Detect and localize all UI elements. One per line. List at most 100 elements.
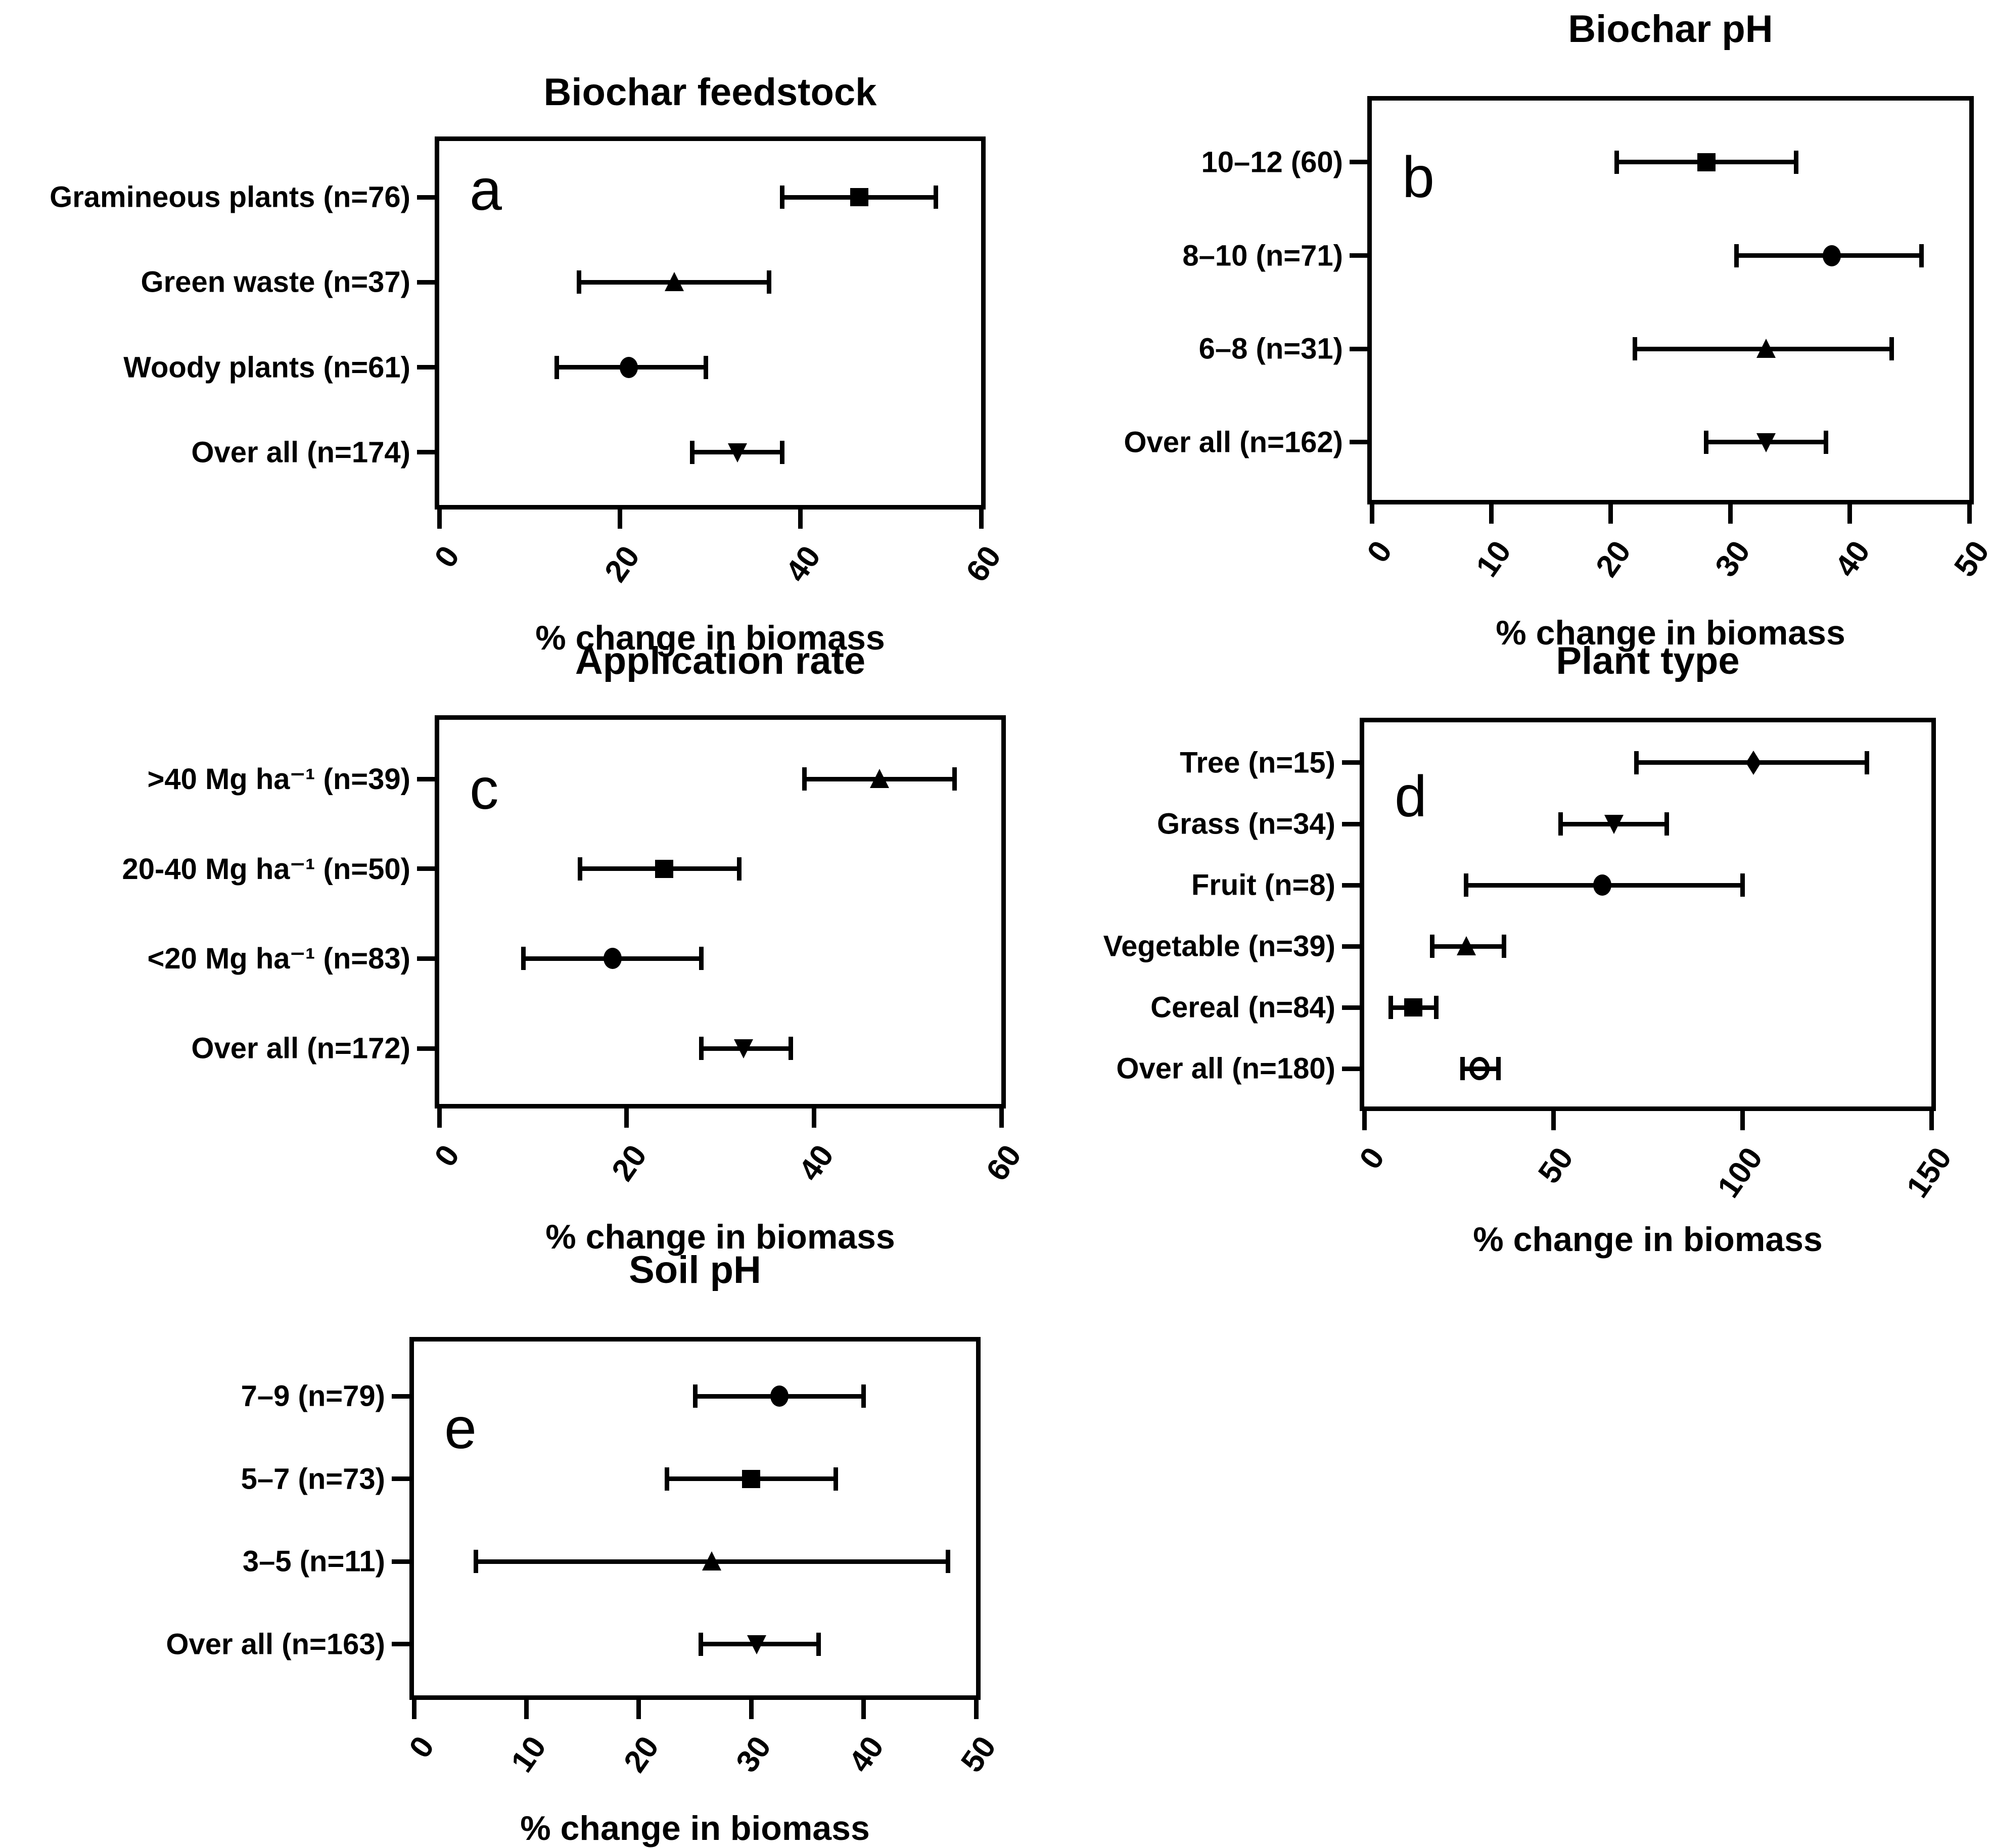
error-bar-cap-low bbox=[1464, 873, 1469, 897]
panel-body: 10–12 (60) 8–10 (n=71) 6–8 (n=31) Over all … bbox=[1006, 96, 1991, 653]
y-tick bbox=[417, 956, 435, 961]
x-axis-label: % change in biomass bbox=[535, 619, 885, 658]
x-tick bbox=[624, 1108, 629, 1128]
panel-soil-ph: Soil pH 7–9 (n=79) 5–7 (n=73) 3–5 (n=11) Ov… bbox=[10, 1249, 1003, 1848]
plot-column: c 0 20 40 60 % change in biomass bbox=[417, 715, 1028, 1257]
y-tick bbox=[417, 1046, 435, 1051]
error-bar-cap-high bbox=[1496, 1057, 1501, 1081]
panel-title: Soil pH bbox=[629, 1249, 761, 1291]
error-bar-cap-high bbox=[736, 857, 742, 881]
x-tick-label: 20 bbox=[617, 1730, 666, 1779]
x-tick-label: 30 bbox=[1708, 534, 1757, 583]
category-label: >40 Mg ha⁻¹ (n=39) bbox=[147, 763, 410, 796]
error-bar-cap-high bbox=[788, 1037, 793, 1060]
x-tick bbox=[1967, 504, 1972, 524]
category-label: Over all (n=172) bbox=[191, 1032, 410, 1065]
marker-triangle-down bbox=[727, 443, 747, 463]
x-tick-label: 150 bbox=[1900, 1141, 1959, 1205]
y-tick bbox=[417, 365, 435, 370]
category-label: Over all (n=163) bbox=[166, 1628, 385, 1661]
error-bar-cap-high bbox=[833, 1467, 838, 1491]
y-tick bbox=[417, 866, 435, 871]
category-label: 3–5 (n=11) bbox=[242, 1545, 385, 1578]
category-label: Cereal (n=84) bbox=[1150, 991, 1335, 1024]
error-bar-cap-high bbox=[703, 355, 708, 379]
marker-triangle-up bbox=[870, 769, 890, 789]
error-bar-cap-low bbox=[1558, 812, 1563, 836]
x-axis: 0 10 20 30 40 50 bbox=[1360, 504, 1991, 613]
category-label: 6–8 (n=31) bbox=[1198, 332, 1343, 365]
x-tick-label: 20 bbox=[1589, 534, 1638, 583]
plot-column: e 0 10 20 30 40 50 % change in biomass bbox=[392, 1337, 1003, 1848]
category-labels: Tree (n=15) Grass (n=34) Fruit (n=8) Vegeta… bbox=[1011, 718, 1360, 1259]
panel-letter: b bbox=[1402, 145, 1434, 210]
y-tick bbox=[1350, 346, 1367, 351]
x-tick-label: 20 bbox=[605, 1138, 654, 1187]
plot-column: a 0 20 40 60 % change in biomass bbox=[417, 136, 1008, 658]
x-tick-label: 60 bbox=[959, 539, 1008, 588]
category-label: Over all (n=174) bbox=[191, 436, 410, 469]
panel-letter: d bbox=[1395, 764, 1427, 829]
marker-triangle-up bbox=[702, 1551, 722, 1571]
marker-square bbox=[1697, 153, 1716, 171]
y-tick bbox=[417, 195, 435, 200]
category-label: 7–9 (n=79) bbox=[241, 1379, 385, 1413]
error-bar-cap-high bbox=[766, 270, 771, 294]
x-tick-label: 50 bbox=[1532, 1141, 1581, 1190]
x-tick bbox=[749, 1700, 754, 1720]
error-bar-cap-low bbox=[1460, 1057, 1465, 1081]
error-bar-cap-low bbox=[1430, 935, 1435, 958]
x-axis: 0 50 100 150 bbox=[1353, 1111, 1958, 1220]
marker-square bbox=[1404, 998, 1423, 1017]
marker-square bbox=[742, 1469, 761, 1488]
marker-triangle-down bbox=[747, 1635, 767, 1654]
x-tick-label: 30 bbox=[729, 1730, 778, 1779]
category-label: Over all (n=162) bbox=[1124, 426, 1343, 459]
x-tick bbox=[1369, 504, 1374, 524]
error-bar-cap-high bbox=[1865, 751, 1870, 774]
y-tick bbox=[1342, 1066, 1360, 1071]
y-tick bbox=[1342, 821, 1360, 826]
x-tick-label: 0 bbox=[427, 1138, 467, 1173]
y-tick bbox=[1342, 944, 1360, 949]
error-bar-cap-low bbox=[780, 186, 785, 209]
y-tick bbox=[417, 280, 435, 285]
x-tick-label: 40 bbox=[842, 1730, 891, 1779]
panel-body: >40 Mg ha⁻¹ (n=39) 20-40 Mg ha⁻¹ (n=50) <2… bbox=[10, 715, 1028, 1257]
error-bar-cap-low bbox=[1634, 751, 1639, 774]
x-tick bbox=[1847, 504, 1853, 524]
marker-triangle-up bbox=[1456, 936, 1476, 956]
x-axis-label: % change in biomass bbox=[545, 1218, 895, 1257]
x-tick bbox=[1489, 504, 1494, 524]
marker-triangle-up bbox=[1756, 339, 1776, 358]
marker-square bbox=[655, 859, 673, 878]
x-axis: 0 20 40 60 bbox=[428, 510, 1008, 618]
x-tick-label: 10 bbox=[504, 1730, 553, 1779]
x-tick bbox=[1608, 504, 1613, 524]
x-tick bbox=[811, 1108, 816, 1128]
x-tick bbox=[617, 510, 622, 529]
category-labels: 7–9 (n=79) 5–7 (n=73) 3–5 (n=11) Over all (… bbox=[10, 1337, 409, 1848]
marker-triangle-up bbox=[664, 272, 684, 292]
y-tick bbox=[417, 450, 435, 455]
error-bar-cap-low bbox=[554, 355, 559, 379]
error-bar-cap-high bbox=[1889, 337, 1894, 361]
x-tick bbox=[974, 1700, 979, 1720]
x-tick-label: 10 bbox=[1469, 534, 1518, 583]
y-tick bbox=[392, 1394, 409, 1399]
category-labels: 10–12 (60) 8–10 (n=71) 6–8 (n=31) Over all … bbox=[1006, 96, 1367, 653]
category-labels: Gramineous plants (n=76) Green waste (n=3… bbox=[10, 136, 435, 658]
panel-letter: a bbox=[470, 158, 502, 223]
panel-application-rate: Application rate >40 Mg ha⁻¹ (n=39) 20-40… bbox=[10, 639, 1029, 1257]
y-tick bbox=[1350, 253, 1367, 258]
panel-body: Tree (n=15) Grass (n=34) Fruit (n=8) Vegeta… bbox=[1011, 718, 1958, 1259]
x-tick bbox=[524, 1700, 529, 1720]
error-bar-cap-low bbox=[699, 1037, 704, 1060]
category-label: Over all (n=180) bbox=[1116, 1052, 1335, 1085]
marker-triangle-down bbox=[1756, 433, 1776, 452]
error-bar bbox=[1462, 1066, 1499, 1071]
x-axis-label: % change in biomass bbox=[1473, 1220, 1823, 1259]
y-tick bbox=[1350, 160, 1367, 165]
x-tick-label: 50 bbox=[1948, 534, 1991, 583]
